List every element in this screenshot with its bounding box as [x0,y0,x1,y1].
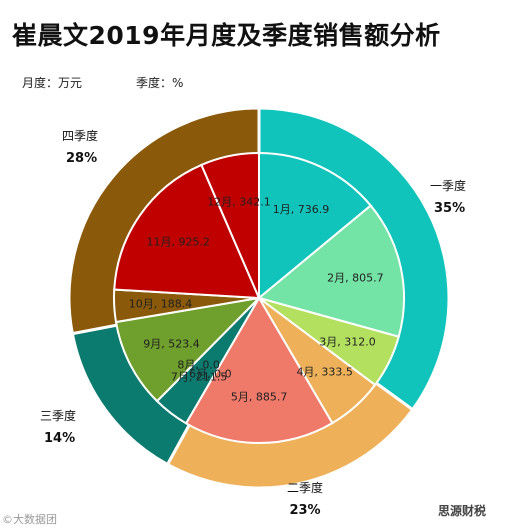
month-slice-5 [184,296,334,444]
month-slice-1 [258,151,373,301]
watermark-left: ©大数据团 [2,513,57,526]
watermark-right: 思源财税 [438,504,487,518]
quarter-label-2: 二季度 [287,480,323,495]
month-label-5: 5月, 885.7 [231,391,287,404]
month-slice-11 [113,163,261,300]
month-label-11: 11月, 925.2 [146,235,209,248]
month-label-3: 3月, 312.0 [319,335,375,348]
month-label-1: 1月, 736.9 [273,203,329,216]
month-label-8: 8月, 0.0 [177,359,220,372]
quarter-percent-4: 28% [66,151,97,166]
month-label-2: 2月, 805.7 [327,271,383,284]
quarter-label-4: 四季度 [62,128,98,143]
month-slice-12 [200,151,260,299]
month-label-9: 9月, 523.4 [143,337,199,350]
month-label-12: 12月, 342.1 [207,195,270,208]
month-label-7: 7月, 211.5 [171,370,227,383]
month-label-4: 4月, 333.5 [296,366,352,379]
month-unit-label: 月度：万元 [22,76,83,90]
month-label-6: 6月, 0.0 [189,368,232,381]
month-label-10: 10月, 188.4 [129,297,192,310]
chart-title: 崔晨文2019年月度及季度销售额分析 [12,21,441,50]
quarter-percent-3: 14% [44,431,75,446]
quarter-percent-2: 23% [289,503,320,518]
quarter-unit-label: 季度：% [136,76,184,90]
quarter-percent-1: 35% [434,201,465,216]
quarter-label-3: 三季度 [40,408,76,423]
month-slice-2 [256,204,405,338]
quarter-label-1: 一季度 [430,178,466,193]
month-slice-9 [114,296,262,403]
